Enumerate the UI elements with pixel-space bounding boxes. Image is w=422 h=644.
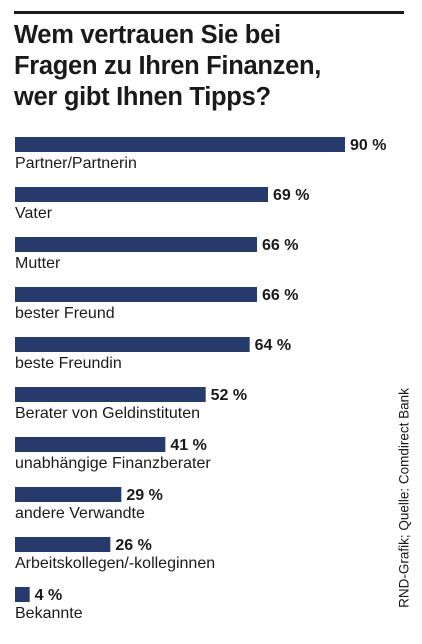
bar-3 <box>15 237 257 252</box>
bar-4 <box>15 287 257 302</box>
category-label-8: andere Verwandte <box>15 505 145 522</box>
chart-title-line-3: wer gibt Ihnen Tipps? <box>14 83 271 111</box>
value-label-9: 26 % <box>115 537 151 554</box>
chart-title: Wem vertrauen Sie bei Fragen zu Ihren Fi… <box>14 20 384 113</box>
value-label-4: 66 % <box>262 287 298 304</box>
bar-8 <box>15 487 122 502</box>
chart-title-line-1: Wem vertrauen Sie bei <box>14 21 281 49</box>
value-label-2: 69 % <box>273 187 309 204</box>
bar-10 <box>15 587 30 602</box>
value-label-6: 52 % <box>211 387 247 404</box>
category-label-4: bester Freund <box>15 305 115 322</box>
value-label-5: 64 % <box>255 337 291 354</box>
chart-title-line-2: Fragen zu Ihren Finanzen, <box>14 52 322 80</box>
bar-7 <box>15 437 166 452</box>
bar-6 <box>15 387 206 402</box>
category-label-3: Mutter <box>15 255 61 272</box>
source-credit: RND-Grafik; Quelle: Comdirect Bank <box>391 378 417 618</box>
value-label-1: 90 % <box>350 137 386 154</box>
value-label-3: 66 % <box>262 237 298 254</box>
bar-2 <box>15 187 268 202</box>
bar-9 <box>15 537 111 552</box>
bar-1 <box>15 137 345 152</box>
value-label-7: 41 % <box>170 437 206 454</box>
value-label-8: 29 % <box>126 487 162 504</box>
category-label-6: Berater von Geldinstituten <box>15 405 200 422</box>
top-rule <box>14 11 404 14</box>
category-label-2: Vater <box>15 205 53 222</box>
value-label-10: 4 % <box>35 587 63 604</box>
category-label-9: Arbeitskollegen/-kolleginnen <box>15 555 215 572</box>
category-label-10: Bekannte <box>15 605 83 622</box>
category-label-1: Partner/Partnerin <box>15 155 137 172</box>
category-label-7: unabhängige Finanzberater <box>15 455 211 472</box>
source-credit-text: RND-Grafik; Quelle: Comdirect Bank <box>396 388 412 608</box>
bar-5 <box>15 337 250 352</box>
category-label-5: beste Freundin <box>15 355 122 372</box>
